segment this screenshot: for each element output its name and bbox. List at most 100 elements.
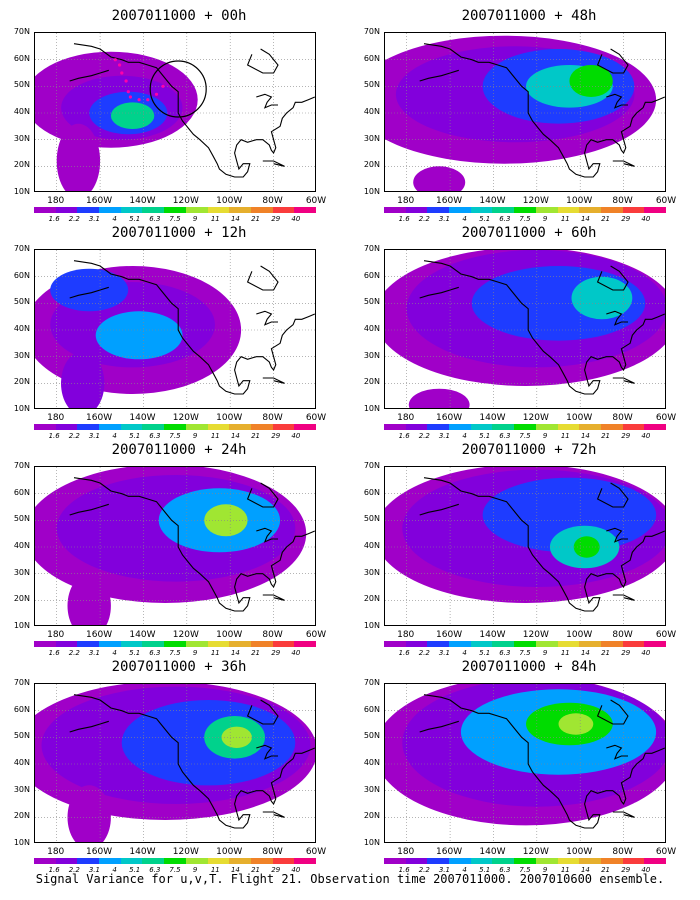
panel-title: 2007011000 + 24h (111, 442, 247, 458)
map-frame (384, 683, 666, 843)
coastline (423, 260, 665, 395)
colorbar-label: 6.3 (499, 432, 511, 440)
lon-tick-label: 60W (305, 630, 327, 640)
colorbar-label: 29 (621, 432, 631, 440)
observation-point (146, 98, 150, 102)
colorbar-label: 40 (291, 215, 301, 223)
colorbar-label: 29 (621, 215, 631, 223)
lon-tick-label: 180 (47, 847, 65, 857)
colorbar-label: 14 (580, 866, 590, 874)
colorbar-label: 5.1 (129, 649, 141, 657)
colorbar-label: 5.1 (129, 866, 141, 874)
map-panel-36h: 2007011000 + 36h 70N 60N 50N 40N 30N 20N 10N 180… (0, 659, 340, 874)
colorbar-swatch (514, 207, 536, 213)
colorbar-label: 6.3 (499, 866, 511, 874)
lon-tick-label: 80W (612, 196, 633, 206)
colorbar-label: 2.2 (68, 215, 80, 223)
colorbar-label: 14 (230, 649, 240, 657)
colorbar-swatch (77, 858, 100, 864)
lat-tick-label: 50N (363, 297, 380, 307)
colorbar-label: 7.5 (169, 866, 181, 874)
colorbar-label: 11 (210, 866, 220, 874)
colorbar-label: 40 (641, 866, 651, 874)
coastline (262, 594, 285, 601)
colorbar-swatch (384, 207, 406, 213)
lat-tick-label: 60N (363, 270, 380, 280)
panel-title: 2007011000 + 36h (111, 659, 247, 675)
colorbar-label: 2.2 (418, 215, 430, 223)
colorbar-swatch (644, 424, 666, 430)
colorbar-label: 3.1 (438, 432, 450, 440)
colorbar-label: 7.5 (519, 432, 531, 440)
lon-tick-label: 80W (612, 630, 633, 640)
lon-tick-label: 140W (129, 413, 156, 423)
colorbar (384, 858, 666, 864)
colorbar-swatch (185, 858, 208, 864)
coastline (262, 377, 285, 384)
lat-tick-label: 30N (363, 784, 380, 794)
lat-tick-label: 40N (363, 324, 380, 333)
colorbar-swatch (229, 858, 251, 864)
lon-tick-label: 120W (172, 847, 199, 857)
colorbar-swatch (622, 858, 645, 864)
colorbar-swatch (600, 424, 623, 430)
colorbar-swatch (514, 858, 536, 864)
colorbar-swatch (34, 641, 56, 647)
colorbar-label: 4 (462, 649, 467, 657)
colorbar-label: 2.2 (418, 432, 430, 440)
colorbar-swatch (164, 424, 186, 430)
panel-title: 2007011000 + 00h (111, 8, 247, 24)
lat-tick-label: 70N (363, 678, 380, 687)
map-frame (384, 32, 666, 192)
lat-tick-label: 10N (13, 404, 30, 413)
colorbar-swatch (535, 641, 558, 647)
colorbar-label: 5.1 (479, 432, 491, 440)
lat-tick-label: 10N (363, 838, 380, 847)
coastline (606, 310, 628, 326)
colorbar-label: 9 (542, 432, 548, 440)
colorbar-swatch (272, 641, 295, 647)
lon-tick-label: 60W (305, 196, 327, 206)
lon-tick-label: 80W (262, 413, 283, 423)
colorbar-swatch (34, 424, 56, 430)
coastline (246, 699, 279, 725)
variance-field (50, 268, 129, 312)
map-panel-48h: 2007011000 + 48h 70N 60N 50N 40N 30N 20N 10N 180… (350, 8, 690, 223)
coastline (419, 69, 459, 82)
colorbar-label: 14 (230, 215, 240, 223)
colorbar-label: 9 (192, 649, 198, 657)
lon-tick-label: 100W (216, 196, 243, 206)
lat-tick-label: 30N (13, 784, 30, 794)
colorbar (34, 424, 316, 430)
lon-tick-label: 120W (522, 847, 549, 857)
colorbar-swatch (644, 858, 666, 864)
lon-tick-label: 160W (86, 847, 113, 857)
lat-tick-label: 40N (363, 758, 380, 767)
colorbar-swatch (164, 641, 186, 647)
lon-tick-label: 160W (86, 413, 113, 423)
lon-tick-label: 160W (436, 847, 463, 857)
colorbar-label: 9 (192, 432, 198, 440)
colorbar-swatch (250, 858, 273, 864)
colorbar-label: 40 (641, 649, 651, 657)
lat-tick-label: 40N (13, 541, 30, 550)
colorbar-label: 5.1 (479, 866, 491, 874)
colorbar-label: 5.1 (129, 432, 141, 440)
colorbar-swatch (622, 424, 645, 430)
colorbar-label: 6.3 (149, 215, 161, 223)
colorbar-label: 7.5 (519, 649, 531, 657)
map-panel-72h: 2007011000 + 72h 70N 60N 50N 40N 30N 20N 10N 180… (350, 442, 690, 657)
colorbar-label: 40 (291, 432, 301, 440)
colorbar-swatch (405, 858, 428, 864)
colorbar-label: 3.1 (438, 215, 450, 223)
colorbar-label: 40 (291, 866, 301, 874)
colorbar-swatch (384, 641, 406, 647)
colorbar (384, 207, 666, 213)
colorbar-label: 21 (251, 215, 261, 223)
coastline (419, 503, 459, 516)
colorbar-swatch (622, 207, 645, 213)
colorbar-label: 2.2 (418, 649, 430, 657)
coastline (256, 93, 278, 109)
colorbar-swatch (427, 207, 450, 213)
lat-tick-label: 20N (363, 594, 380, 604)
